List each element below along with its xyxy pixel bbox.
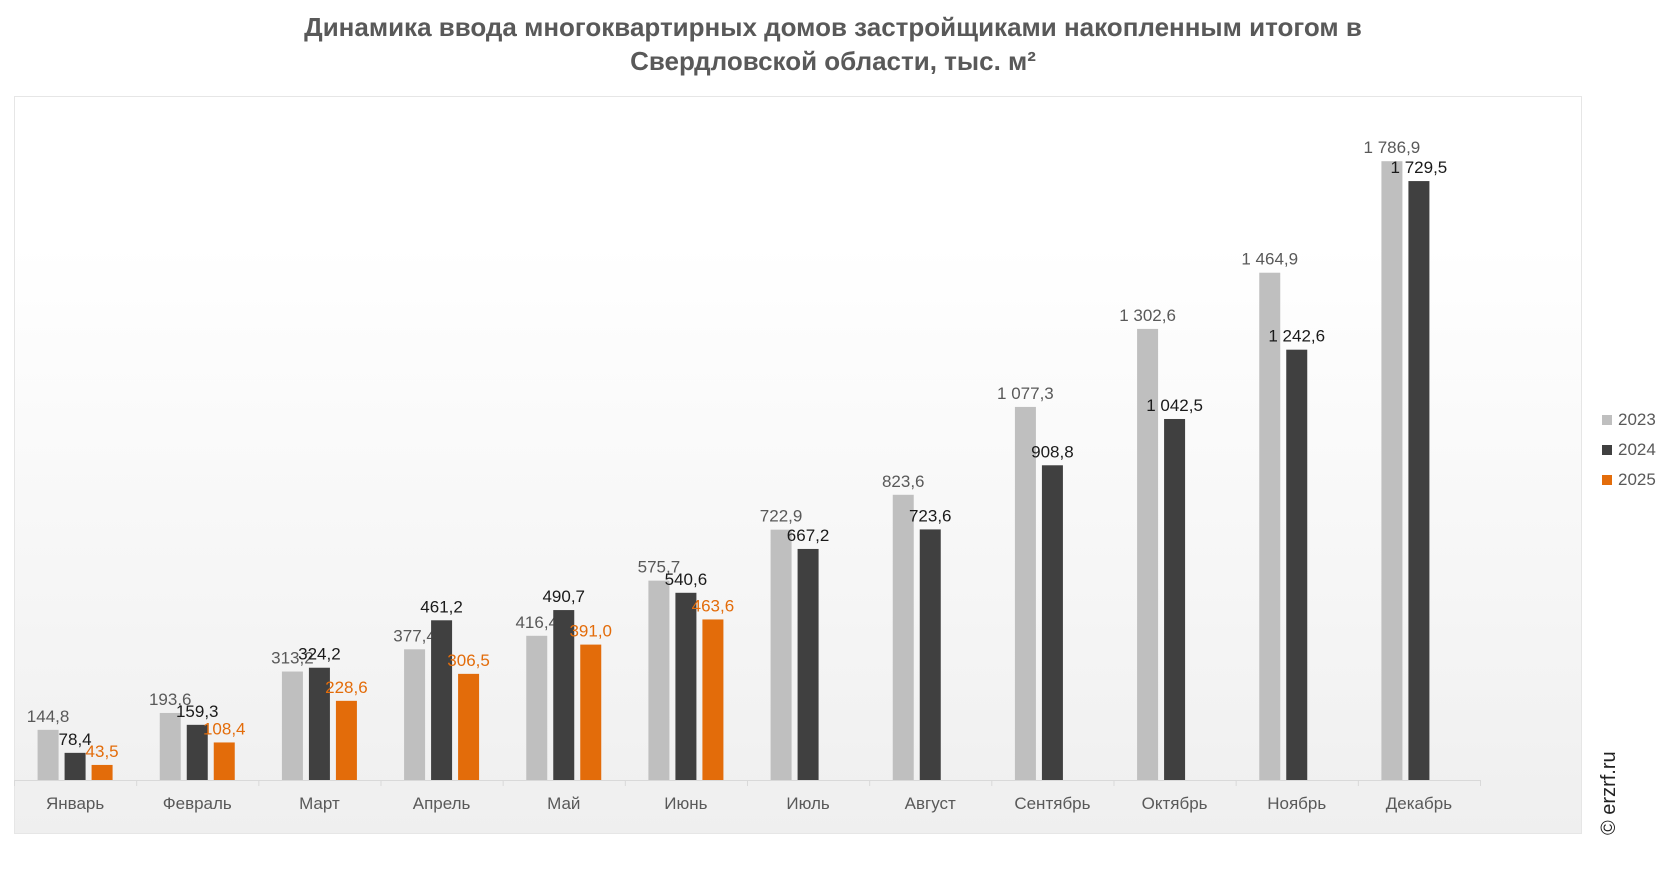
data-label-2023: 1 786,9 — [1364, 138, 1421, 157]
data-label-2024: 1 042,5 — [1146, 396, 1203, 415]
legend-item-2025: 2025 — [1602, 470, 1656, 490]
data-label-2025: 228,6 — [325, 678, 368, 697]
x-tick-label: Апрель — [413, 794, 471, 813]
bar-2025-4 — [458, 673, 480, 780]
x-tick-label: Март — [299, 794, 340, 813]
x-tick-label: Июнь — [664, 794, 707, 813]
legend-label-2025: 2025 — [1618, 470, 1656, 489]
data-label-2024: 1 729,5 — [1391, 158, 1448, 177]
bar-2023-3 — [281, 671, 303, 780]
bar-2023-9 — [1014, 406, 1036, 780]
data-label-2023: 193,6 — [149, 690, 192, 709]
x-tick-label: Август — [905, 794, 956, 813]
data-label-2024: 540,6 — [665, 570, 708, 589]
bar-2024-10 — [1164, 418, 1186, 780]
data-label-2023: 416,4 — [515, 613, 558, 632]
x-tick-label: Май — [547, 794, 580, 813]
legend-item-2024: 2024 — [1602, 440, 1656, 460]
data-label-2024: 667,2 — [787, 526, 830, 545]
data-label-2024: 908,8 — [1031, 442, 1074, 461]
data-label-2023: 575,7 — [638, 558, 681, 577]
bar-2024-4 — [431, 620, 453, 780]
bar-2023-4 — [404, 649, 426, 780]
data-label-2023: 1 302,6 — [1119, 306, 1176, 325]
bar-2023-12 — [1381, 161, 1403, 780]
bar-2024-5 — [553, 610, 575, 780]
data-label-2025: 306,5 — [447, 651, 490, 670]
data-label-2024: 490,7 — [542, 587, 585, 606]
chart-title: Динамика ввода многоквартирных домов зас… — [0, 10, 1666, 78]
chart-title-line-1: Динамика ввода многоквартирных домов зас… — [304, 12, 1362, 42]
bar-2024-8 — [919, 529, 941, 780]
bar-2025-5 — [580, 644, 602, 780]
chart-title-line-2: Свердловской области, тыс. м² — [630, 46, 1036, 76]
data-label-2025: 108,4 — [203, 719, 246, 738]
data-label-2023: 722,9 — [760, 507, 803, 526]
data-label-2024: 324,2 — [298, 645, 341, 664]
bar-2024-3 — [308, 667, 330, 780]
bar-2023-10 — [1137, 328, 1159, 780]
data-label-2024: 1 242,6 — [1268, 327, 1325, 346]
data-label-2023: 823,6 — [882, 472, 925, 491]
legend-label-2024: 2024 — [1618, 440, 1656, 459]
x-tick-label: Февраль — [163, 794, 232, 813]
watermark: © erzrf.ru — [1598, 751, 1620, 835]
bar-2023-7 — [770, 529, 792, 780]
data-label-2023: 144,8 — [27, 707, 70, 726]
x-tick-label: Июль — [786, 794, 830, 813]
bar-2023-1 — [37, 729, 59, 780]
bar-2025-1 — [91, 764, 113, 780]
bar-2025-3 — [335, 700, 357, 780]
data-label-2025: 391,0 — [569, 622, 612, 641]
legend-label-2023: 2023 — [1618, 410, 1656, 429]
data-label-2023: 1 077,3 — [997, 384, 1054, 403]
bar-2024-7 — [797, 548, 819, 780]
data-label-2025: 43,5 — [86, 742, 119, 761]
bar-2024-6 — [675, 592, 697, 780]
x-tick-label: Сентябрь — [1014, 794, 1090, 813]
bar-2025-2 — [213, 742, 235, 780]
x-tick-label: Декабрь — [1386, 794, 1452, 813]
bar-2023-11 — [1259, 272, 1281, 780]
bar-2023-2 — [159, 712, 181, 780]
bar-2025-6 — [702, 619, 724, 780]
bar-2023-6 — [648, 580, 670, 780]
legend-swatch-2025 — [1602, 475, 1612, 485]
data-label-2024: 723,6 — [909, 506, 952, 525]
bar-2024-1 — [64, 752, 86, 780]
data-label-2023: 313,2 — [271, 649, 314, 668]
data-label-2024: 159,3 — [176, 702, 219, 721]
bar-2024-9 — [1041, 465, 1063, 780]
legend-item-2023: 2023 — [1602, 410, 1656, 430]
data-label-2024: 461,2 — [420, 597, 463, 616]
x-tick-label: Октябрь — [1142, 794, 1208, 813]
bar-2024-11 — [1286, 349, 1308, 780]
legend-swatch-2023 — [1602, 415, 1612, 425]
legend-swatch-2024 — [1602, 445, 1612, 455]
x-tick-label: Январь — [46, 794, 104, 813]
data-label-2023: 1 464,9 — [1241, 250, 1298, 269]
bar-2024-12 — [1408, 181, 1430, 780]
data-label-2024: 78,4 — [59, 730, 92, 749]
bar-2023-5 — [526, 635, 548, 780]
bar-2024-2 — [186, 724, 208, 780]
x-tick-label: Ноябрь — [1267, 794, 1326, 813]
data-label-2025: 463,6 — [692, 596, 735, 615]
bar-2023-8 — [892, 494, 914, 780]
data-label-2023: 377,4 — [393, 626, 436, 645]
